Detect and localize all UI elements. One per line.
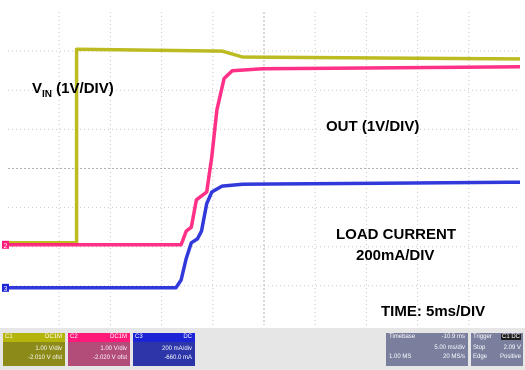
channel-2-marker-text: 2 (4, 243, 8, 250)
channel-1-panel[interactable]: C1 DC1M 1.00 V/div -2.010 V ofst (3, 333, 65, 366)
trace-2 (8, 65, 521, 247)
channel-3-tag: DC (183, 334, 192, 340)
channel-2-marker (2, 240, 9, 249)
timebase-delay: -10.9 ms (441, 334, 465, 340)
channel-2-tag: DC1M (109, 334, 127, 340)
channel-3-id: C3 (135, 334, 143, 340)
trigger-level: 2.09 V (503, 345, 521, 351)
time-label: TIME: 5ms/DIV (381, 303, 486, 320)
channel-2-id: C2 (70, 334, 78, 340)
channel-1-scale: 1.00 V/div (35, 346, 62, 352)
trigger-channel: C1 DC (500, 334, 521, 340)
channel-2-offset: -2.020 V ofst (92, 355, 127, 361)
channel-2-panel[interactable]: C2 DC1M 1.00 V/div -2.020 V ofst (68, 333, 130, 366)
channel-3-scale: 200 mA/div (161, 346, 192, 352)
channel-3-marker-text: 3 (4, 286, 8, 293)
trace-3 (8, 180, 521, 290)
vin-label-main: V (32, 80, 43, 97)
vin-label: VIN (1V/DIV) (32, 80, 114, 100)
vin-label-sub: IN (42, 89, 53, 100)
channel-3-offset: -660.0 mA (164, 355, 192, 361)
channel-1-id: C1 (5, 334, 13, 340)
channel-1-offset: -2.010 V ofst (27, 355, 62, 361)
timebase-scale: 5.00 ms/div (434, 345, 465, 351)
timebase-rate: 20 MS/s (442, 354, 465, 360)
timebase-samples: 1.00 MS (389, 354, 412, 360)
trigger-slope: Positive (499, 354, 521, 360)
trace-1 (8, 47, 521, 245)
trigger-panel[interactable]: Trigger C1 DC Stop 2.09 V Edge Positive (471, 333, 523, 366)
trigger-mode: Stop (473, 345, 486, 351)
channel-2-scale: 1.00 V/div (100, 346, 127, 352)
trigger-title: Trigger (473, 334, 492, 340)
timebase-title: Timebase (389, 334, 416, 340)
channel-1-tag: DC1M (44, 334, 62, 340)
grid (8, 12, 520, 325)
load-div-label: 200mA/DIV (356, 247, 435, 264)
channel-3-marker (2, 283, 9, 292)
trigger-type: Edge (473, 354, 488, 360)
out-label: OUT (1V/DIV) (326, 118, 420, 135)
load-current-label: LOAD CURRENT (336, 226, 456, 243)
vin-label-div: (1V/DIV) (52, 80, 114, 97)
channel-3-panel[interactable]: C3 DC 200 mA/div -660.0 mA (133, 333, 195, 366)
timebase-panel[interactable]: Timebase -10.9 ms 5.00 ms/div 1.00 MS 20… (386, 333, 468, 366)
traces (8, 47, 521, 290)
